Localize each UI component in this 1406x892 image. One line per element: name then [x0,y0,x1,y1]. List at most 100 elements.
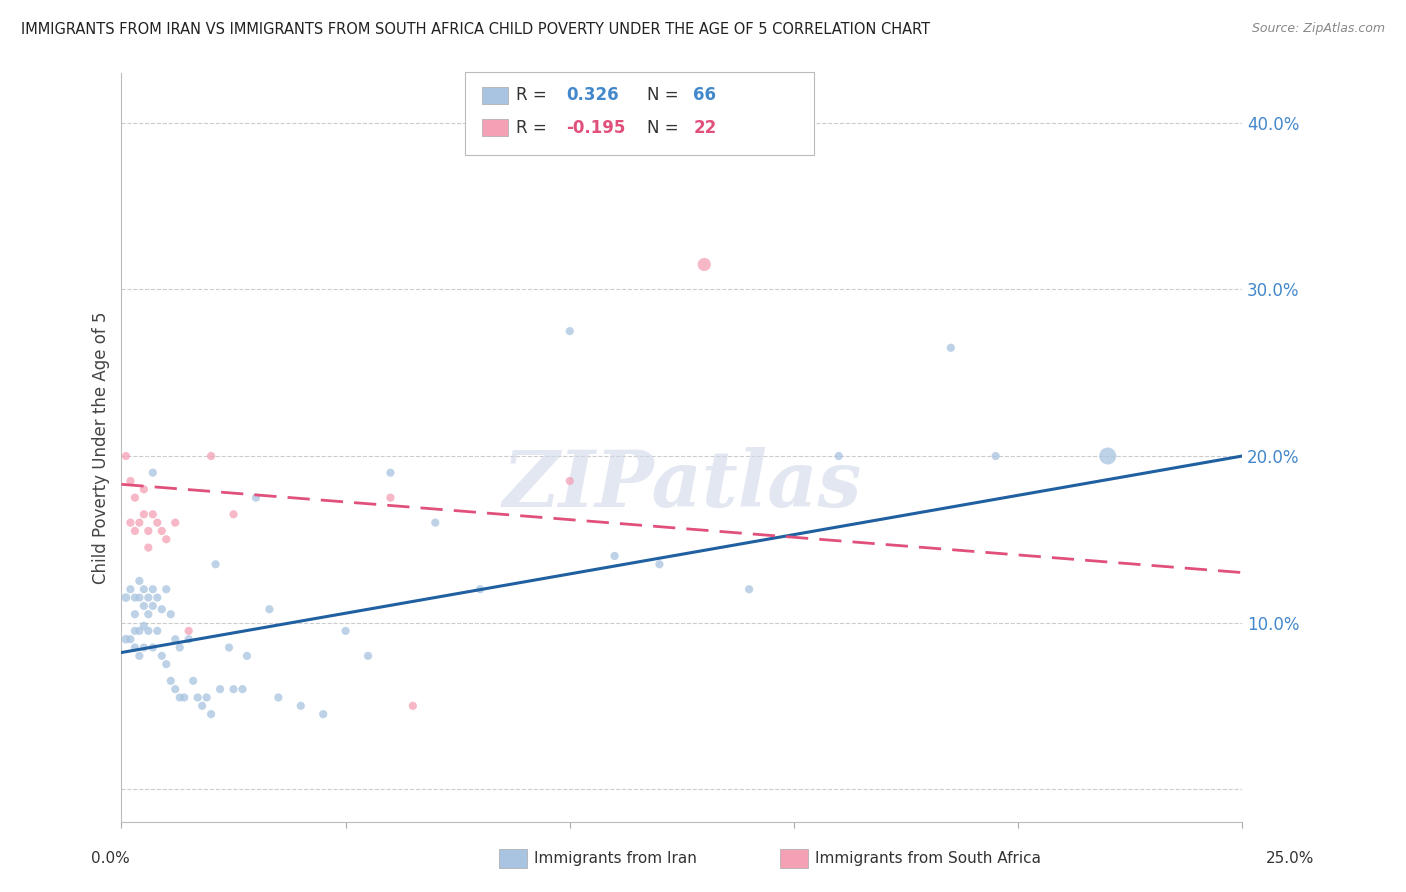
Point [132,619,155,633]
Point [222,682,245,697]
Point [558,324,581,338]
Point [165,632,187,647]
Point [138,624,160,638]
Point [142,466,165,480]
Point [648,558,671,572]
Point [150,602,173,616]
Point [159,607,181,622]
Point [138,541,160,555]
Point [138,591,160,605]
Point [468,582,491,597]
Point [402,698,425,713]
Point [124,491,146,505]
Point [218,640,240,655]
Point [191,698,214,713]
Text: R =: R = [516,87,553,104]
Point [155,533,177,547]
Text: Immigrants from Iran: Immigrants from Iran [534,851,697,865]
Point [231,682,253,697]
Text: ZIPatlas: ZIPatlas [502,447,862,524]
Point [132,508,155,522]
Point [115,591,138,605]
Point [132,582,155,597]
Point [120,582,142,597]
Text: N =: N = [647,87,683,104]
Point [120,632,142,647]
Text: 0.0%: 0.0% [91,851,131,865]
Point [128,648,150,663]
Point [187,690,209,705]
Point [236,648,259,663]
Point [159,673,181,688]
Text: 25.0%: 25.0% [1267,851,1315,865]
Point [603,549,626,563]
Point [939,341,962,355]
Point [181,673,204,688]
Point [267,690,290,705]
Text: 0.326: 0.326 [567,87,619,104]
Point [128,624,150,638]
Point [128,574,150,588]
Point [142,599,165,613]
Point [132,599,155,613]
Point [222,508,245,522]
Point [245,491,267,505]
Point [204,558,226,572]
Point [124,607,146,622]
Point [115,449,138,463]
Point [380,491,402,505]
Point [165,516,187,530]
Point [120,516,142,530]
Text: 66: 66 [693,87,716,104]
Point [558,474,581,488]
Point [177,624,200,638]
Point [120,474,142,488]
Point [173,690,195,705]
Text: Immigrants from South Africa: Immigrants from South Africa [815,851,1042,865]
Point [146,591,169,605]
Point [138,607,160,622]
Point [425,516,447,530]
Point [142,508,165,522]
Point [115,632,138,647]
Point [146,624,169,638]
Text: -0.195: -0.195 [567,119,626,136]
Point [259,602,281,616]
Point [138,524,160,538]
Point [200,449,222,463]
Point [200,707,222,722]
Point [335,624,357,638]
Point [1097,449,1119,463]
Text: Source: ZipAtlas.com: Source: ZipAtlas.com [1251,22,1385,36]
Point [290,698,312,713]
Point [142,582,165,597]
Text: N =: N = [647,119,683,136]
Point [132,483,155,497]
Text: R =: R = [516,119,553,136]
Point [738,582,761,597]
Point [155,582,177,597]
Text: 22: 22 [693,119,717,136]
Point [177,632,200,647]
Point [380,466,402,480]
Point [209,682,232,697]
Point [169,640,191,655]
Point [124,624,146,638]
Point [165,682,187,697]
Y-axis label: Child Poverty Under the Age of 5: Child Poverty Under the Age of 5 [93,311,110,584]
Point [124,524,146,538]
Point [128,516,150,530]
Point [128,591,150,605]
Point [357,648,380,663]
Point [124,591,146,605]
Point [146,516,169,530]
Point [124,640,146,655]
Point [984,449,1007,463]
Point [150,524,173,538]
Point [150,648,173,663]
Text: IMMIGRANTS FROM IRAN VS IMMIGRANTS FROM SOUTH AFRICA CHILD POVERTY UNDER THE AGE: IMMIGRANTS FROM IRAN VS IMMIGRANTS FROM … [21,22,931,37]
Point [693,258,716,272]
Point [312,707,335,722]
Point [132,640,155,655]
Point [195,690,218,705]
